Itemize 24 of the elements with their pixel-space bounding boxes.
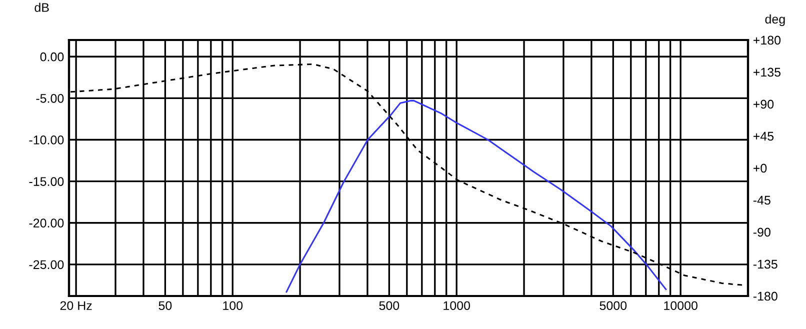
y-tick-label: -15.00 xyxy=(29,177,64,186)
y2-tick-label: +90 xyxy=(753,100,774,109)
y-tick-label: 0.00 xyxy=(40,52,64,62)
y2-tick-label: -180 xyxy=(753,292,778,301)
y2-tick-label: +135 xyxy=(753,68,780,77)
x-tick-label: 5000 xyxy=(600,301,627,310)
y-tick-label: -25.00 xyxy=(29,260,64,270)
y2-tick-label: -90 xyxy=(753,228,770,237)
y2-tick-label: -45 xyxy=(753,196,770,205)
y2-axis-title: deg xyxy=(765,14,785,26)
y2-tick-label: -135 xyxy=(753,260,778,269)
x-tick-label: 50 xyxy=(158,301,172,310)
x-tick-label: 1000 xyxy=(444,301,470,310)
y2-tick-label: +180 xyxy=(753,36,781,45)
x-tick-label: 100 xyxy=(223,301,243,310)
y-tick-label: -20.00 xyxy=(29,218,64,228)
y2-tick-label: +0 xyxy=(753,164,767,173)
y2-tick-label: +45 xyxy=(753,132,774,141)
y-axis-title: dB xyxy=(34,2,49,12)
y-tick-label: -5.00 xyxy=(36,94,64,103)
y-tick-label: -10.00 xyxy=(29,136,64,144)
x-tick-label: 20 Hz xyxy=(60,301,92,310)
x-tick-label: 500 xyxy=(379,301,400,310)
x-tick-label: 10000 xyxy=(664,301,698,310)
